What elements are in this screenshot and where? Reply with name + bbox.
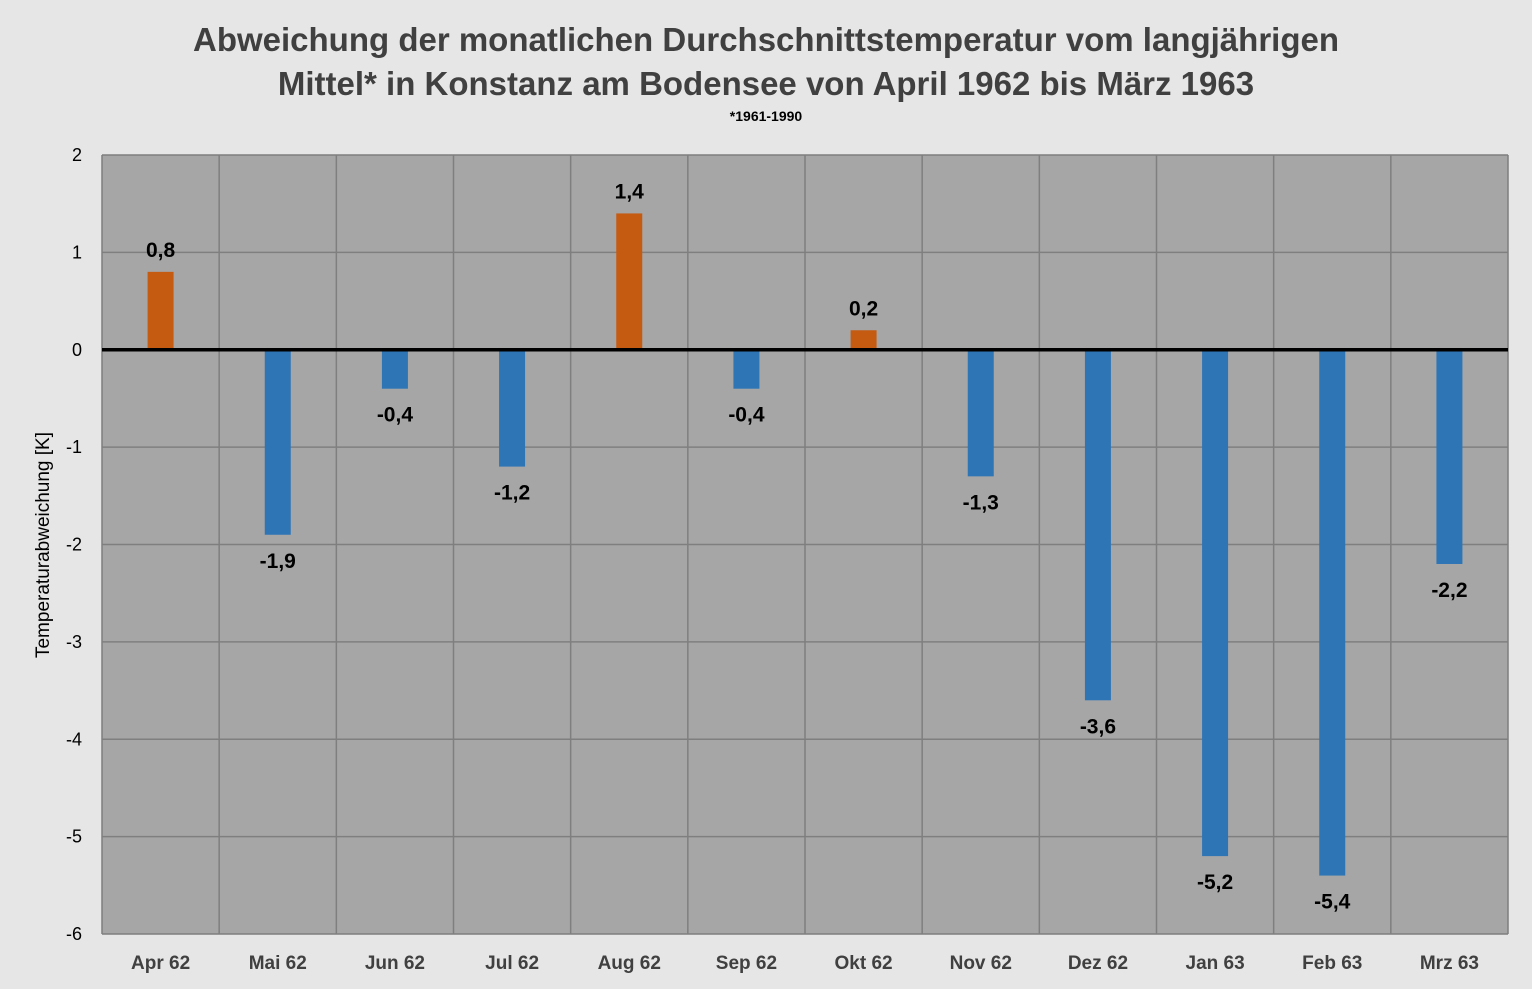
data-label: -2,2 <box>1431 579 1467 602</box>
y-tick-label: 2 <box>72 145 82 165</box>
x-tick-label: Jun 62 <box>365 953 425 974</box>
x-tick-label: Jul 62 <box>485 953 539 974</box>
bar <box>1319 349 1346 876</box>
bar <box>147 271 174 350</box>
bar <box>381 349 408 389</box>
y-tick-label: -4 <box>66 729 82 749</box>
data-label: -5,2 <box>1197 871 1233 894</box>
data-label: 1,4 <box>615 180 645 203</box>
y-tick-label: 0 <box>72 340 82 360</box>
data-label: -5,4 <box>1314 891 1351 914</box>
y-tick-label: -5 <box>66 827 82 847</box>
x-tick-label: Apr 62 <box>131 953 190 974</box>
data-label: -1,9 <box>260 550 296 573</box>
x-tick-label: Dez 62 <box>1068 953 1128 974</box>
data-label: -1,2 <box>494 482 530 505</box>
x-tick-label: Mrz 63 <box>1420 953 1479 974</box>
bar <box>1084 349 1111 701</box>
x-tick-label: Nov 62 <box>950 953 1012 974</box>
x-tick-label: Sep 62 <box>716 953 777 974</box>
bar <box>733 349 760 389</box>
x-tick-label: Aug 62 <box>598 953 661 974</box>
chart-title-line-2: Mittel* in Konstanz am Bodensee von Apri… <box>277 65 1255 102</box>
y-tick-label: 1 <box>72 242 82 262</box>
bar <box>499 349 526 467</box>
x-tick-label: Mai 62 <box>249 953 307 974</box>
data-label: -0,4 <box>728 404 765 427</box>
bar <box>1436 349 1463 564</box>
x-tick-label: Okt 62 <box>835 953 893 974</box>
bar <box>264 349 291 535</box>
bar <box>616 213 643 350</box>
data-label: 0,8 <box>146 239 176 262</box>
y-tick-label: -3 <box>66 632 82 652</box>
data-label: 0,2 <box>849 297 878 320</box>
bar <box>850 330 877 350</box>
x-tick-label: Jan 63 <box>1186 953 1245 974</box>
y-tick-label: -2 <box>66 535 82 555</box>
x-tick-label: Feb 63 <box>1302 953 1362 974</box>
bar <box>1202 349 1229 857</box>
chart-subtitle: *1961-1990 <box>729 108 803 124</box>
y-tick-label: -1 <box>66 437 82 457</box>
data-label: -3,6 <box>1080 715 1116 738</box>
data-label: -1,3 <box>963 491 999 514</box>
y-axis-label: Temperaturabweichung [K] <box>33 431 54 659</box>
chart-title-line-1: Abweichung der monatlichen Durchschnitts… <box>192 21 1339 58</box>
bar <box>967 349 994 477</box>
data-label: -0,4 <box>377 404 414 427</box>
y-tick-label: -6 <box>66 924 82 944</box>
